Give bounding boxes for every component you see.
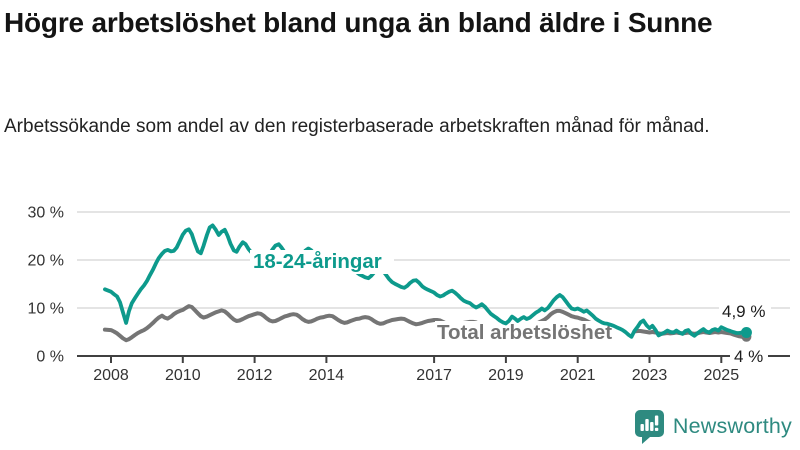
young-series-end-dot xyxy=(740,326,752,338)
chart-base-layer: 0 % 10 % 20 % 30 % 2008 2010 2012 2014 2017 2019 2… xyxy=(28,205,790,384)
total-end-label-bg xyxy=(730,347,768,366)
x-axis-label: 2008 xyxy=(93,367,129,384)
y-axis-label: 10 % xyxy=(28,301,64,318)
newsworthy-logo-icon xyxy=(634,410,664,444)
x-axis-label: 2021 xyxy=(560,367,596,384)
young-end-label-bg xyxy=(719,302,771,321)
young-label-text: 18-24-åringar xyxy=(253,250,382,273)
young-series-label: 18-24-åringar xyxy=(250,250,394,274)
exclamation-bar xyxy=(654,415,659,426)
total-label-bg xyxy=(435,321,633,345)
x-axis-label: 2014 xyxy=(309,367,345,384)
young-end-label-text: 4,9 % xyxy=(722,302,765,321)
chart-area: 0 % 10 % 20 % 30 % 2008 2010 2012 2014 2017 2019 2… xyxy=(0,195,800,405)
young-label-bg xyxy=(250,250,394,274)
total-series-label: Total arbetslöshet xyxy=(435,321,633,345)
unemployment-line-chart: 0 % 10 % 20 % 30 % 2008 2010 2012 2014 2017 2019 2… xyxy=(28,205,790,384)
young-end-value-label: 4,9 % xyxy=(719,302,771,321)
y-axis-label: 30 % xyxy=(28,205,64,222)
total-end-label-text: 4 % xyxy=(734,347,763,366)
bar-3 xyxy=(650,422,654,431)
total-label-text: Total arbetslöshet xyxy=(437,321,612,344)
bar-2 xyxy=(645,419,649,431)
speech-bubble-shape xyxy=(634,410,664,444)
x-axis-label: 2017 xyxy=(416,367,452,384)
x-axis-label: 2010 xyxy=(165,367,201,384)
y-axis-label: 0 % xyxy=(36,349,64,366)
x-axis-label: 2019 xyxy=(488,367,524,384)
x-axis-label: 2023 xyxy=(632,367,668,384)
bar-1 xyxy=(640,424,644,431)
x-axis-label: 2012 xyxy=(237,367,273,384)
total-end-value-label: 4 % xyxy=(730,347,768,366)
total-unemployment-line xyxy=(102,304,749,343)
chart-subtitle: Arbetssökande som andel av den registerb… xyxy=(4,116,710,137)
x-axis-label: 2025 xyxy=(704,367,740,384)
young-series-layer xyxy=(103,223,752,342)
y-axis-label: 20 % xyxy=(28,253,64,270)
page-title: Högre arbetslöshet bland unga än bland ä… xyxy=(4,7,713,38)
young-unemployment-line xyxy=(103,223,749,339)
brand-name: Newsworthy xyxy=(672,413,792,438)
exclamation-dot xyxy=(654,427,659,431)
brand-footer: Newsworthy xyxy=(633,406,792,446)
total-series-layer xyxy=(102,304,749,343)
